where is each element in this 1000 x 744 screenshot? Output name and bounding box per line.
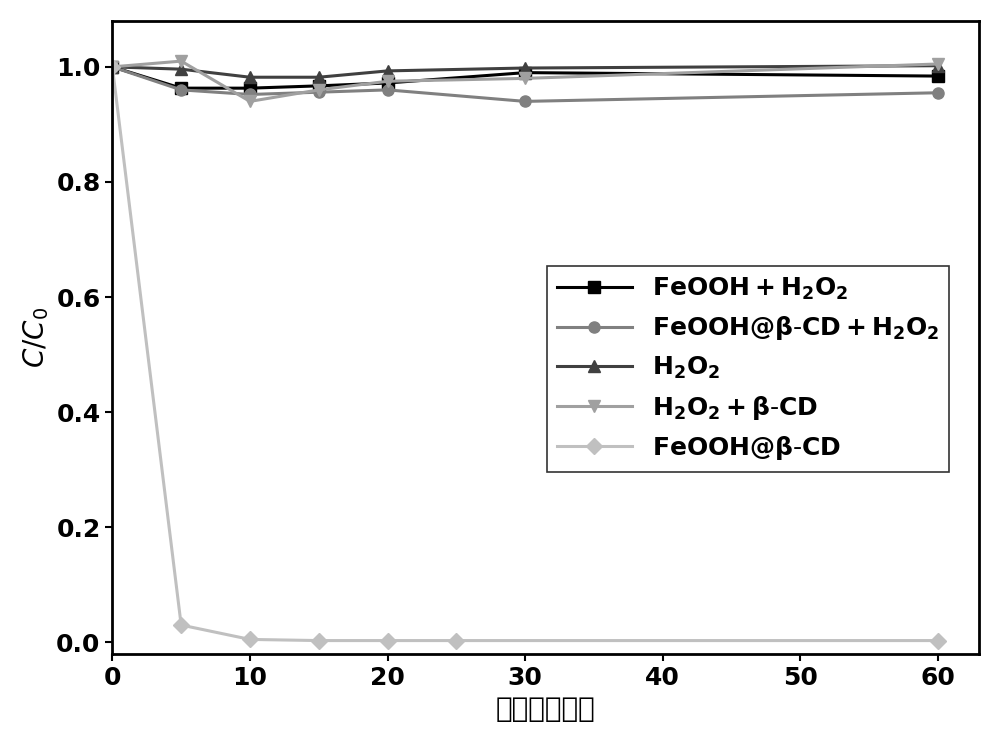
$\mathregular{H_2O_2}$ [106, 62, 118, 71]
$\mathregular{FeOOH@\beta\text{-}CD}$ [175, 620, 187, 629]
$\mathregular{H_2O_2+\beta\text{-}CD}$ [313, 86, 325, 94]
$\mathregular{H_2O_2}$ [382, 66, 394, 75]
$\mathregular{FeOOH@\beta\text{-}CD}$ [382, 636, 394, 645]
$\mathregular{FeOOH@\beta\text{-}CD}$ [106, 62, 118, 71]
$\mathregular{FeOOH@\beta\text{-}CD+H_2O_2}$ [382, 86, 394, 94]
$\mathregular{FeOOH@\beta\text{-}CD+H_2O_2}$ [932, 89, 944, 97]
$\mathregular{FeOOH@\beta\text{-}CD+H_2O_2}$ [175, 86, 187, 94]
Line: $\mathregular{FeOOH+H_2O_2}$: $\mathregular{FeOOH+H_2O_2}$ [107, 61, 943, 94]
$\mathregular{FeOOH+H_2O_2}$ [106, 62, 118, 71]
$\mathregular{H_2O_2+\beta\text{-}CD}$ [244, 97, 256, 106]
$\mathregular{H_2O_2}$ [175, 65, 187, 74]
$\mathregular{FeOOH+H_2O_2}$ [313, 81, 325, 90]
$\mathregular{H_2O_2}$ [932, 61, 944, 70]
Line: $\mathregular{FeOOH@\beta\text{-}CD+H_2O_2}$: $\mathregular{FeOOH@\beta\text{-}CD+H_2O… [107, 61, 943, 107]
$\mathregular{H_2O_2+\beta\text{-}CD}$ [382, 77, 394, 86]
$\mathregular{FeOOH+H_2O_2}$ [382, 79, 394, 88]
$\mathregular{H_2O_2+\beta\text{-}CD}$ [106, 62, 118, 71]
$\mathregular{FeOOH@\beta\text{-}CD+H_2O_2}$ [519, 97, 531, 106]
$\mathregular{FeOOH+H_2O_2}$ [244, 83, 256, 92]
$\mathregular{H_2O_2+\beta\text{-}CD}$ [175, 57, 187, 65]
$\mathregular{FeOOH@\beta\text{-}CD}$ [932, 636, 944, 645]
$\mathregular{H_2O_2+\beta\text{-}CD}$ [519, 74, 531, 83]
Line: $\mathregular{H_2O_2+\beta\text{-}CD}$: $\mathregular{H_2O_2+\beta\text{-}CD}$ [107, 56, 943, 107]
$\mathregular{FeOOH@\beta\text{-}CD}$ [244, 635, 256, 644]
Y-axis label: $C/C_0$: $C/C_0$ [21, 307, 51, 368]
$\mathregular{H_2O_2}$ [313, 73, 325, 82]
$\mathregular{H_2O_2+\beta\text{-}CD}$ [932, 60, 944, 68]
$\mathregular{H_2O_2}$ [244, 73, 256, 82]
Legend: $\mathregular{FeOOH+H_2O_2}$, $\mathregular{FeOOH@\beta\text{-}CD+H_2O_2}$, $\ma: $\mathregular{FeOOH+H_2O_2}$, $\mathregu… [547, 266, 949, 472]
$\mathregular{FeOOH@\beta\text{-}CD+H_2O_2}$ [313, 88, 325, 97]
$\mathregular{H_2O_2}$ [519, 63, 531, 72]
Line: $\mathregular{H_2O_2}$: $\mathregular{H_2O_2}$ [107, 60, 943, 83]
$\mathregular{FeOOH+H_2O_2}$ [932, 71, 944, 80]
Line: $\mathregular{FeOOH@\beta\text{-}CD}$: $\mathregular{FeOOH@\beta\text{-}CD}$ [107, 61, 943, 646]
$\mathregular{FeOOH@\beta\text{-}CD+H_2O_2}$ [106, 62, 118, 71]
$\mathregular{FeOOH@\beta\text{-}CD}$ [313, 636, 325, 645]
$\mathregular{FeOOH@\beta\text{-}CD+H_2O_2}$ [244, 90, 256, 99]
$\mathregular{FeOOH@\beta\text{-}CD}$ [450, 636, 462, 645]
X-axis label: 时间（分钟）: 时间（分钟） [496, 695, 596, 723]
$\mathregular{FeOOH+H_2O_2}$ [175, 83, 187, 92]
$\mathregular{FeOOH+H_2O_2}$ [519, 68, 531, 77]
